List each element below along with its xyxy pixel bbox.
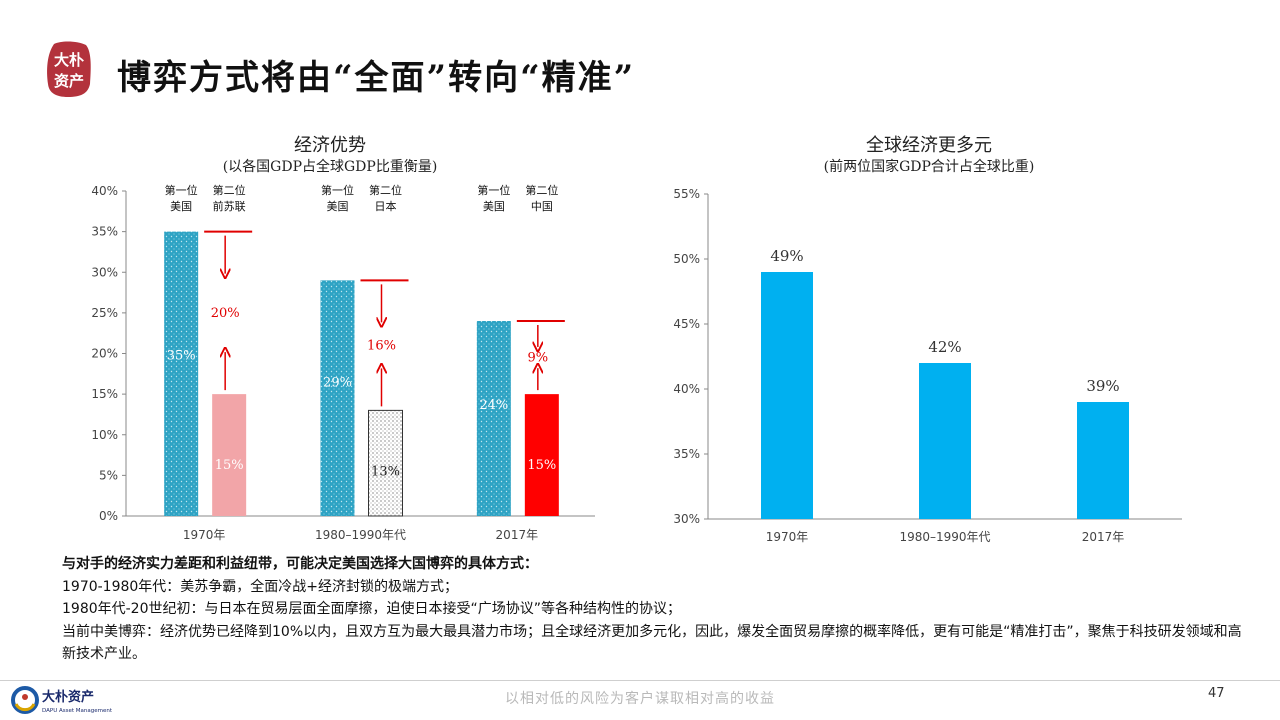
left-series-rank-first: 第一位 bbox=[477, 183, 510, 197]
left-x-tick-label: 1980–1990年代 bbox=[315, 528, 406, 542]
right-bar-label: 39% bbox=[1086, 377, 1119, 395]
right-chart-subtitle: (前两位国家GDP合计占全球比重) bbox=[823, 159, 1035, 175]
body-line-1: 1970-1980年代：美苏争霸，全面冷战+经济封锁的极端方式； bbox=[62, 578, 459, 595]
right-y-tick-label: 40% bbox=[673, 382, 700, 396]
left-series-rank-first: 第一位 bbox=[321, 183, 354, 197]
left-series-country-second: 中国 bbox=[531, 200, 553, 213]
right-chart-title: 全球经济更多元 bbox=[866, 135, 992, 156]
left-chart-title: 经济优势 bbox=[294, 135, 366, 156]
right-bar bbox=[1077, 402, 1129, 519]
footer-slogan: 以相对低的风险为客户谋取相对高的收益 bbox=[505, 691, 775, 707]
left-y-tick-label: 0% bbox=[99, 509, 118, 523]
footer-logo-icon bbox=[11, 686, 39, 714]
left-gap-label: 9% bbox=[528, 351, 549, 366]
left-series-country-first: 美国 bbox=[483, 200, 505, 213]
right-bar-label: 42% bbox=[928, 338, 961, 356]
right-chart: 30% 35% 40% 45% 50% 55% 49% 1970年 42% 1980–1990年代… bbox=[673, 187, 1182, 544]
left-x-tick-label: 1970年 bbox=[183, 528, 226, 542]
left-y-tick-label: 35% bbox=[91, 225, 118, 239]
footer-logo-en: DAPU Asset Management bbox=[42, 708, 113, 714]
left-y-tick-label: 40% bbox=[91, 184, 118, 198]
left-series-country-second: 前苏联 bbox=[213, 199, 246, 213]
left-bar-second-label: 15% bbox=[527, 458, 556, 473]
right-y-tick-label: 35% bbox=[673, 447, 700, 461]
body-line-3: 当前中美博弈：经济优势已经降到10%以内，且双方互为最大最具潜力市场；且全球经济… bbox=[62, 623, 1242, 663]
right-y-tick-label: 55% bbox=[673, 187, 700, 201]
left-bar-second bbox=[524, 394, 559, 516]
body-text: 与对手的经济实力差距和利益纽带，可能决定美国选择大国博弈的具体方式： 1970-… bbox=[62, 553, 1242, 666]
left-gap-label: 16% bbox=[367, 338, 396, 353]
left-gap-label: 20% bbox=[211, 306, 240, 321]
footer-divider bbox=[0, 680, 1280, 681]
left-x-tick-label: 2017年 bbox=[496, 528, 539, 542]
left-bar-first-label: 24% bbox=[479, 398, 508, 413]
left-bar-first-label: 29% bbox=[323, 375, 352, 390]
left-y-tick-label: 10% bbox=[91, 428, 118, 442]
company-seal-logo: 大朴 资产 bbox=[47, 41, 91, 97]
left-bar-second bbox=[368, 409, 403, 517]
seal-text-top: 大朴 bbox=[54, 51, 84, 69]
left-series-rank-second: 第二位 bbox=[369, 183, 402, 197]
left-y-tick-label: 15% bbox=[91, 387, 118, 401]
right-y-tick-label: 50% bbox=[673, 252, 700, 266]
left-bar-second-label: 15% bbox=[215, 458, 244, 473]
right-bar bbox=[761, 272, 813, 519]
left-series-rank-first: 第一位 bbox=[165, 183, 198, 197]
right-y-tick-label: 45% bbox=[673, 317, 700, 331]
left-bar-second bbox=[212, 394, 247, 516]
page-title: 博弈方式将由“全面”转向“精准” bbox=[117, 58, 636, 98]
left-bar-first bbox=[476, 321, 511, 516]
right-x-tick-label: 1980–1990年代 bbox=[899, 530, 990, 544]
left-series-rank-second: 第二位 bbox=[213, 183, 246, 197]
seal-text-bottom: 资产 bbox=[54, 72, 84, 90]
right-bar bbox=[919, 363, 971, 519]
left-bar-first-label: 35% bbox=[167, 349, 196, 364]
left-series-country-second: 日本 bbox=[375, 199, 397, 213]
right-bar-label: 49% bbox=[770, 247, 803, 265]
right-x-tick-label: 1970年 bbox=[766, 530, 809, 544]
body-line-2: 1980年代-20世纪初：与日本在贸易层面全面摩擦，迫使日本接受“广场协议”等各… bbox=[62, 601, 681, 617]
left-bar-first bbox=[320, 280, 355, 516]
left-y-tick-label: 20% bbox=[91, 347, 118, 361]
body-lead: 与对手的经济实力差距和利益纽带，可能决定美国选择大国博弈的具体方式： bbox=[62, 556, 538, 572]
left-y-tick-label: 5% bbox=[99, 468, 118, 482]
right-y-tick-label: 30% bbox=[673, 512, 700, 526]
left-chart-subtitle: (以各国GDP占全球GDP比重衡量) bbox=[222, 159, 438, 175]
left-bar-first bbox=[164, 231, 199, 516]
left-y-tick-label: 25% bbox=[91, 306, 118, 320]
left-series-country-first: 美国 bbox=[327, 200, 349, 213]
left-y-tick-label: 30% bbox=[91, 265, 118, 279]
left-series-country-first: 美国 bbox=[170, 200, 192, 213]
footer-logo-cn: 大朴资产 bbox=[42, 689, 94, 705]
left-series-rank-second: 第二位 bbox=[525, 183, 558, 197]
right-x-tick-label: 2017年 bbox=[1082, 530, 1125, 544]
footer-logo: 大朴资产 DAPU Asset Management bbox=[11, 686, 113, 714]
page-number: 47 bbox=[1208, 686, 1225, 701]
left-bar-second-label: 13% bbox=[371, 465, 400, 480]
